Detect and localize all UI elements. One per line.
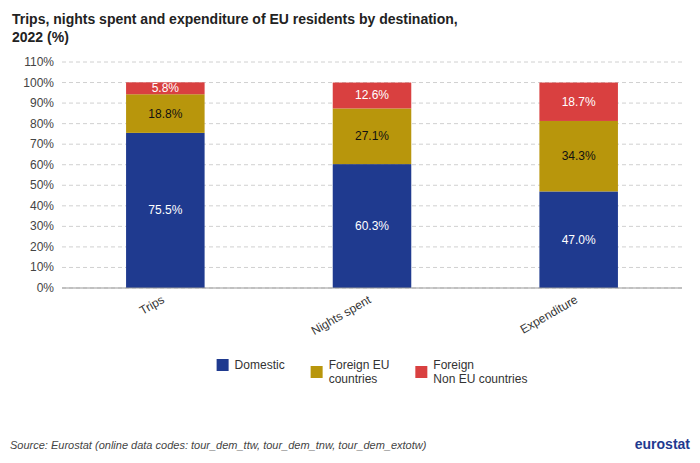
bar-segment xyxy=(333,164,412,288)
y-tick-label: 80% xyxy=(30,117,54,131)
legend-item: Foreign EUcountries xyxy=(311,358,390,386)
y-tick-label: 20% xyxy=(30,240,54,254)
chart: Trips, nights spent and expenditure of E… xyxy=(0,0,700,463)
text-line: Domestic xyxy=(235,358,285,372)
text-line: countries xyxy=(329,372,378,386)
text-line: Trips, nights spent and expenditure of E… xyxy=(12,11,458,27)
grid-line xyxy=(62,288,682,289)
data-labels: 75.5% 60.3% 47.0% 18.8% 27.1% 34.3% 5.8% 12.6% 1… xyxy=(148,81,596,246)
legend-swatch xyxy=(217,359,229,371)
y-tick-label: 60% xyxy=(30,158,54,172)
legend-label: Foreign EUcountries xyxy=(329,358,390,386)
legend-item: Domestic xyxy=(217,358,285,372)
bar-segment xyxy=(126,133,205,288)
bar-segment xyxy=(333,83,412,109)
data-label: 12.6% xyxy=(355,88,389,102)
text-line: Foreign EU xyxy=(329,358,390,372)
data-label: 27.1% xyxy=(355,129,389,143)
data-label: 47.0% xyxy=(562,233,596,247)
legend-label: Domestic xyxy=(235,358,285,372)
legend-swatch xyxy=(311,366,323,378)
grid xyxy=(62,62,682,288)
legend-item: ForeignNon EU countries xyxy=(415,358,527,386)
legend: Domestic Foreign EUcountries ForeignNon EU… xyxy=(217,358,528,386)
y-tick-label: 0% xyxy=(37,281,55,295)
data-label: 5.8% xyxy=(152,81,180,95)
legend-label: ForeignNon EU countries xyxy=(433,358,527,386)
data-label: 34.3% xyxy=(562,149,596,163)
text-line: Foreign xyxy=(433,358,474,372)
source-note: Source: Eurostat (online data codes: tou… xyxy=(10,439,427,451)
y-tick-label: 110% xyxy=(24,55,54,69)
y-tick-label: 70% xyxy=(30,137,54,151)
grid-line xyxy=(62,62,682,63)
x-tick-label: Expenditure xyxy=(518,292,581,336)
y-tick-label: 50% xyxy=(30,178,54,192)
bar-segment xyxy=(333,108,412,164)
data-label: 18.7% xyxy=(562,95,596,109)
y-tick-label: 40% xyxy=(30,199,54,213)
y-tick-label: 100% xyxy=(23,76,54,90)
title: Trips, nights spent and expenditure of E… xyxy=(12,11,458,45)
bar-segment xyxy=(126,94,205,133)
logo-text: eurostat xyxy=(635,436,691,452)
x-axis-line xyxy=(62,288,682,289)
y-tick-label: 30% xyxy=(30,219,54,233)
x-tick-label: Trips xyxy=(137,292,167,317)
y-tick-label: 90% xyxy=(30,96,54,110)
legend-swatch xyxy=(415,366,427,378)
bar-segment xyxy=(539,121,618,191)
x-tick-label: Nights spent xyxy=(309,292,374,338)
text-line: 2022 (%) xyxy=(12,29,69,45)
bar-segment xyxy=(539,191,618,288)
bars xyxy=(126,82,618,288)
data-label: 75.5% xyxy=(148,203,182,217)
bar-segment xyxy=(539,83,618,121)
y-tick-label: 10% xyxy=(30,260,54,274)
data-label: 60.3% xyxy=(355,219,389,233)
text-line: Non EU countries xyxy=(433,372,527,386)
data-label: 18.8% xyxy=(148,107,182,121)
